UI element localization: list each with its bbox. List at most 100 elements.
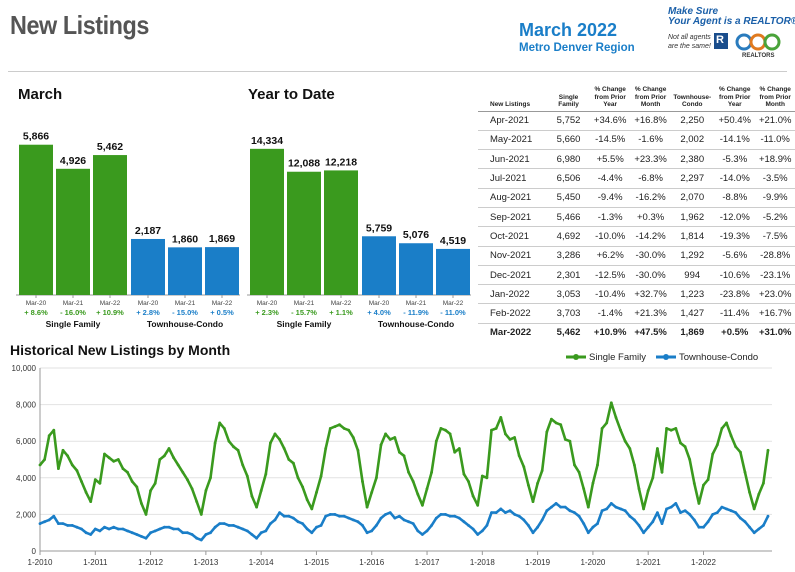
data-point bbox=[586, 505, 590, 509]
data-point bbox=[370, 529, 374, 533]
data-point bbox=[665, 507, 668, 511]
data-point bbox=[614, 505, 618, 509]
data-point bbox=[651, 476, 655, 480]
data-point bbox=[393, 516, 397, 520]
data-point bbox=[135, 533, 139, 536]
data-point bbox=[715, 511, 719, 514]
data-point bbox=[80, 480, 83, 483]
data-point bbox=[167, 447, 171, 450]
table-cell: -14.2% bbox=[630, 226, 671, 247]
data-point bbox=[522, 518, 526, 522]
table-row: Sep-2021 5,466 -1.3% +0.3% 1,962 -12.0% -5.2% bbox=[478, 207, 795, 228]
data-point bbox=[328, 513, 332, 516]
data-point bbox=[674, 427, 678, 430]
data-point bbox=[181, 531, 185, 535]
table-cell: 5,450 bbox=[547, 188, 590, 208]
data-point bbox=[605, 421, 609, 425]
table-cell: 6,506 bbox=[547, 168, 590, 189]
data-point bbox=[116, 458, 120, 461]
data-point bbox=[757, 527, 761, 531]
table-cell: +16.8% bbox=[630, 111, 671, 131]
x-tick-label: 1-2015 bbox=[304, 558, 329, 567]
logo-tagline-1: Make Sure bbox=[668, 6, 719, 17]
data-point bbox=[485, 524, 489, 527]
march-change-label: + 10.9% bbox=[96, 308, 124, 317]
table-row: Oct-2021 4,692 -10.0% -14.2% 1,814 -19.3% -7.5… bbox=[478, 226, 795, 247]
data-point bbox=[218, 522, 222, 525]
data-point bbox=[351, 518, 355, 522]
data-point bbox=[370, 491, 374, 494]
data-point bbox=[766, 514, 770, 518]
data-point bbox=[457, 516, 461, 520]
data-point bbox=[176, 463, 180, 467]
data-point bbox=[425, 487, 429, 491]
data-point bbox=[573, 463, 576, 467]
table-row: May-2021 5,660 -14.5% -1.6% 2,002 -14.1% -11.0… bbox=[478, 130, 795, 151]
data-point bbox=[725, 507, 728, 511]
march-change-label: + 2.8% bbox=[136, 308, 160, 317]
table-cell: 2,380 bbox=[670, 149, 715, 170]
data-point bbox=[720, 505, 724, 509]
data-point bbox=[596, 463, 599, 467]
march-value-label: 1,869 bbox=[209, 233, 235, 245]
data-point bbox=[140, 502, 143, 505]
data-point bbox=[550, 505, 553, 509]
data-point bbox=[614, 416, 618, 419]
table-cell: -5.3% bbox=[714, 149, 756, 170]
data-point bbox=[130, 531, 134, 535]
data-point bbox=[563, 438, 567, 441]
ytd-value-label: 4,519 bbox=[440, 235, 466, 247]
data-point bbox=[269, 441, 272, 445]
data-point bbox=[605, 507, 609, 511]
data-point bbox=[453, 450, 457, 454]
table-cell: -6.8% bbox=[630, 168, 671, 189]
data-point bbox=[38, 463, 42, 467]
x-tick-label: 1-2011 bbox=[83, 558, 108, 567]
data-point bbox=[559, 505, 563, 509]
data-point bbox=[66, 524, 69, 527]
ytd-value-label: 12,088 bbox=[288, 158, 320, 170]
data-point bbox=[47, 434, 51, 438]
x-tick-label: 1-2017 bbox=[415, 558, 440, 567]
march-category-label: Mar-22 bbox=[212, 300, 233, 307]
ytd-value-label: 5,759 bbox=[366, 222, 392, 234]
data-point bbox=[752, 507, 756, 511]
data-point bbox=[227, 439, 231, 443]
table-row: Dec-2021 2,301 -12.5% -30.0% 994 -10.6% -23.1% bbox=[478, 265, 795, 286]
data-point bbox=[70, 463, 74, 467]
data-point bbox=[517, 514, 521, 518]
data-point bbox=[199, 538, 203, 542]
data-point bbox=[75, 525, 79, 529]
data-point bbox=[559, 423, 563, 427]
data-point bbox=[333, 513, 337, 516]
data-point bbox=[103, 525, 106, 529]
march-value-label: 5,866 bbox=[23, 131, 49, 143]
data-point bbox=[416, 529, 420, 533]
data-point bbox=[269, 522, 272, 525]
data-point bbox=[545, 430, 549, 434]
data-point bbox=[135, 485, 139, 489]
data-point bbox=[287, 458, 291, 461]
data-point bbox=[623, 509, 627, 513]
data-point bbox=[715, 443, 719, 447]
table-cell: -1.3% bbox=[589, 207, 631, 228]
ytd-group-label: Single Family bbox=[277, 319, 332, 329]
data-point bbox=[499, 416, 503, 419]
data-point bbox=[319, 524, 323, 527]
data-point bbox=[467, 524, 470, 527]
data-point bbox=[688, 458, 692, 461]
march-bar-townhouse bbox=[168, 247, 202, 295]
data-point bbox=[158, 458, 162, 461]
monthly-history-table: New Listings Single Family% Change from P… bbox=[478, 86, 795, 342]
table-cell: -28.8% bbox=[755, 246, 795, 266]
data-point bbox=[504, 432, 507, 436]
data-point bbox=[527, 524, 530, 527]
data-point bbox=[697, 502, 701, 505]
table-cell: +31.0% bbox=[758, 327, 792, 339]
table-cell: 1,292 bbox=[670, 246, 715, 266]
data-point bbox=[213, 525, 217, 529]
data-point bbox=[84, 491, 88, 494]
table-row: Mar-2022 5,462 +10.9% +47.5% 1,869 +0.5% +31.0… bbox=[478, 323, 795, 342]
data-point bbox=[305, 498, 309, 502]
data-point bbox=[218, 421, 222, 425]
